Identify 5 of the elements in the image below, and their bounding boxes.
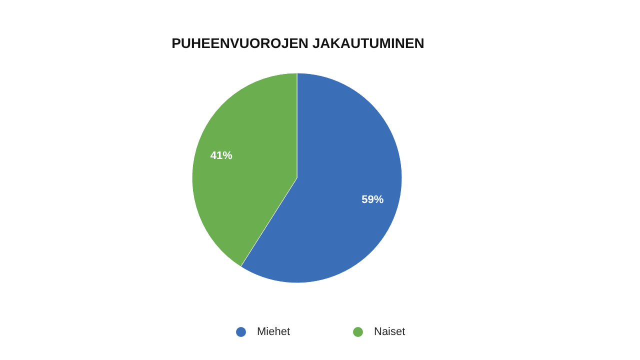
data-label: 59% [362,194,384,206]
data-label: 41% [210,150,233,162]
legend-label: Naiset [374,326,406,338]
legend-label: Miehet [257,326,290,338]
chart-title: PUHEENVUOROJEN JAKAUTUMINEN [172,35,424,51]
